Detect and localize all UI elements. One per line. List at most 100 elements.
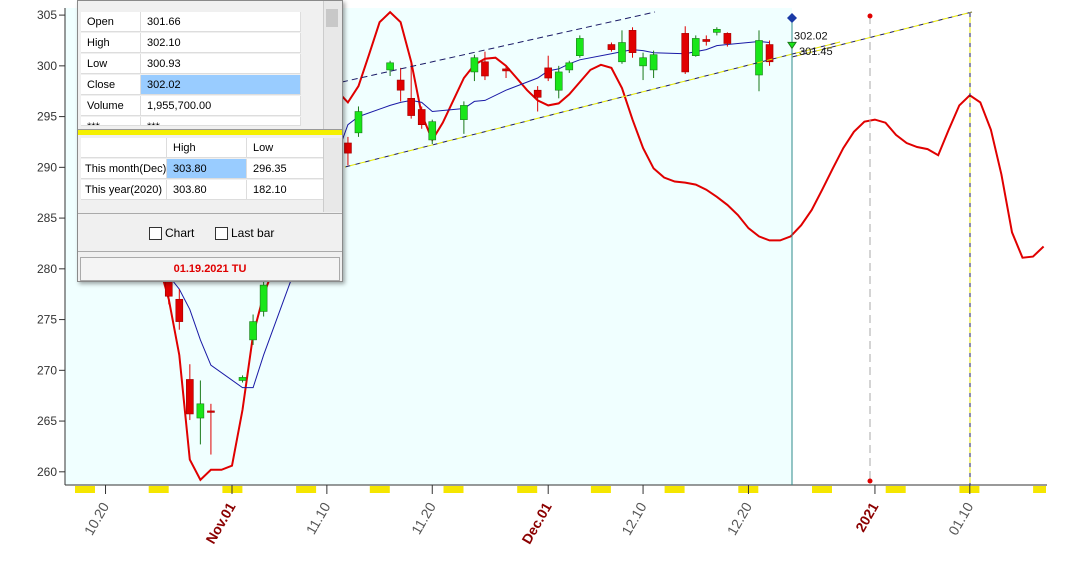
scrollbar[interactable]	[323, 1, 342, 129]
checkbox[interactable]: Chart	[149, 225, 194, 241]
candle-body	[428, 121, 437, 141]
x-tick-label: 10.20	[81, 499, 112, 538]
info-panel[interactable]: Open 301.66 High 302.10 Low 300.93 Close 302.02…	[77, 0, 343, 282]
checkbox[interactable]: Last bar	[215, 225, 274, 241]
candle-body	[354, 111, 363, 134]
scrollbar[interactable]	[323, 138, 342, 212]
y-tick-label: 270	[37, 363, 57, 377]
candle-body	[576, 38, 584, 56]
axis-block	[443, 486, 464, 493]
quote-value: 301.66	[141, 12, 301, 32]
period-header: Low	[247, 138, 327, 158]
candle-body	[565, 62, 574, 71]
candle-body	[649, 54, 658, 71]
channel-lower-yellow	[344, 41, 841, 168]
axis-block	[75, 486, 95, 493]
y-tick-label: 275	[37, 313, 57, 327]
x-tick-label: 2021	[852, 499, 882, 534]
candle-body	[618, 42, 626, 63]
last-value-label: 301.45	[799, 46, 833, 58]
candle-body	[417, 109, 426, 126]
quote-label: Close	[81, 75, 141, 95]
y-tick-label: 285	[37, 211, 57, 225]
scroll-thumb	[326, 9, 338, 27]
period-label: This year(2020)	[81, 180, 167, 200]
candle-body	[396, 79, 405, 91]
period-value: 303.80	[167, 159, 247, 179]
quote-value: 302.10	[141, 33, 301, 53]
quote-label: Open	[81, 12, 141, 32]
candle-body	[639, 57, 647, 67]
y-tick-label: 300	[37, 59, 57, 73]
quote-value: ***	[141, 117, 301, 126]
axis-block	[812, 486, 832, 493]
period-value: 182.10	[247, 180, 327, 200]
candle-body	[407, 98, 415, 116]
quote-label: ***	[81, 117, 141, 126]
quote-label: Low	[81, 54, 141, 74]
candle-body	[702, 39, 711, 42]
candle-body	[259, 284, 268, 312]
candle-body	[765, 44, 774, 63]
axis-block	[590, 486, 611, 493]
axis-block	[369, 486, 390, 493]
candle-body	[544, 67, 553, 79]
x-tick-label: 12.10	[618, 499, 649, 538]
candle-body	[554, 71, 563, 91]
year-marker-top	[867, 13, 873, 19]
axis-block	[664, 486, 685, 493]
candle-body	[481, 61, 489, 77]
candle-body	[460, 105, 468, 120]
forecast-line	[157, 10, 1045, 482]
date-box: 01.19.2021 TU	[80, 257, 340, 281]
axis-block	[885, 486, 906, 493]
quote-label: Volume	[81, 96, 141, 116]
candle-body	[386, 62, 394, 71]
candle-body	[723, 33, 732, 44]
period-header-blank	[81, 138, 167, 158]
last-value-marker	[787, 41, 797, 50]
y-tick-label: 295	[37, 110, 57, 124]
separator	[78, 251, 342, 252]
candle-body	[238, 377, 247, 381]
candle-body	[186, 379, 194, 415]
quote-value: 300.93	[141, 54, 301, 74]
candle-body	[628, 30, 637, 53]
candle-body	[607, 44, 616, 50]
y-tick-label: 260	[37, 465, 57, 479]
period-value: 296.35	[247, 159, 327, 179]
last-value-label: 302.02	[794, 30, 828, 42]
y-tick-label: 280	[37, 262, 57, 276]
x-tick-label: 11.10	[303, 499, 334, 537]
plot	[75, 10, 1046, 493]
year-marker-bottom	[867, 478, 873, 484]
candle-body	[502, 68, 510, 72]
axis-block	[148, 486, 169, 493]
axis-block	[517, 486, 538, 493]
candle-body	[755, 40, 763, 76]
period-value: 303.80	[167, 180, 247, 200]
candle-body	[196, 403, 205, 419]
candle-body	[470, 57, 479, 73]
candle-body	[175, 298, 184, 322]
period-label: This month(Dec)	[81, 159, 167, 179]
candle-body	[681, 33, 690, 73]
y-tick-label: 305	[37, 8, 57, 22]
axis-block	[296, 486, 317, 493]
candle-body	[207, 410, 215, 413]
y-tick-label: 265	[37, 414, 57, 428]
quote-label: High	[81, 33, 141, 53]
separator	[78, 213, 342, 214]
candle-body	[344, 142, 352, 154]
today-marker	[787, 13, 797, 23]
candle-body	[533, 89, 542, 98]
quote-value: 1,955,700.00	[141, 96, 301, 116]
x-tick-label: 11.20	[408, 499, 439, 537]
x-tick-label: 01.10	[945, 499, 976, 538]
projection-line-yellow	[791, 11, 973, 58]
candle-body	[713, 29, 721, 33]
channel-upper	[341, 11, 656, 83]
divider	[78, 129, 342, 135]
y-tick-label: 290	[37, 160, 57, 174]
candle-body	[249, 321, 257, 341]
